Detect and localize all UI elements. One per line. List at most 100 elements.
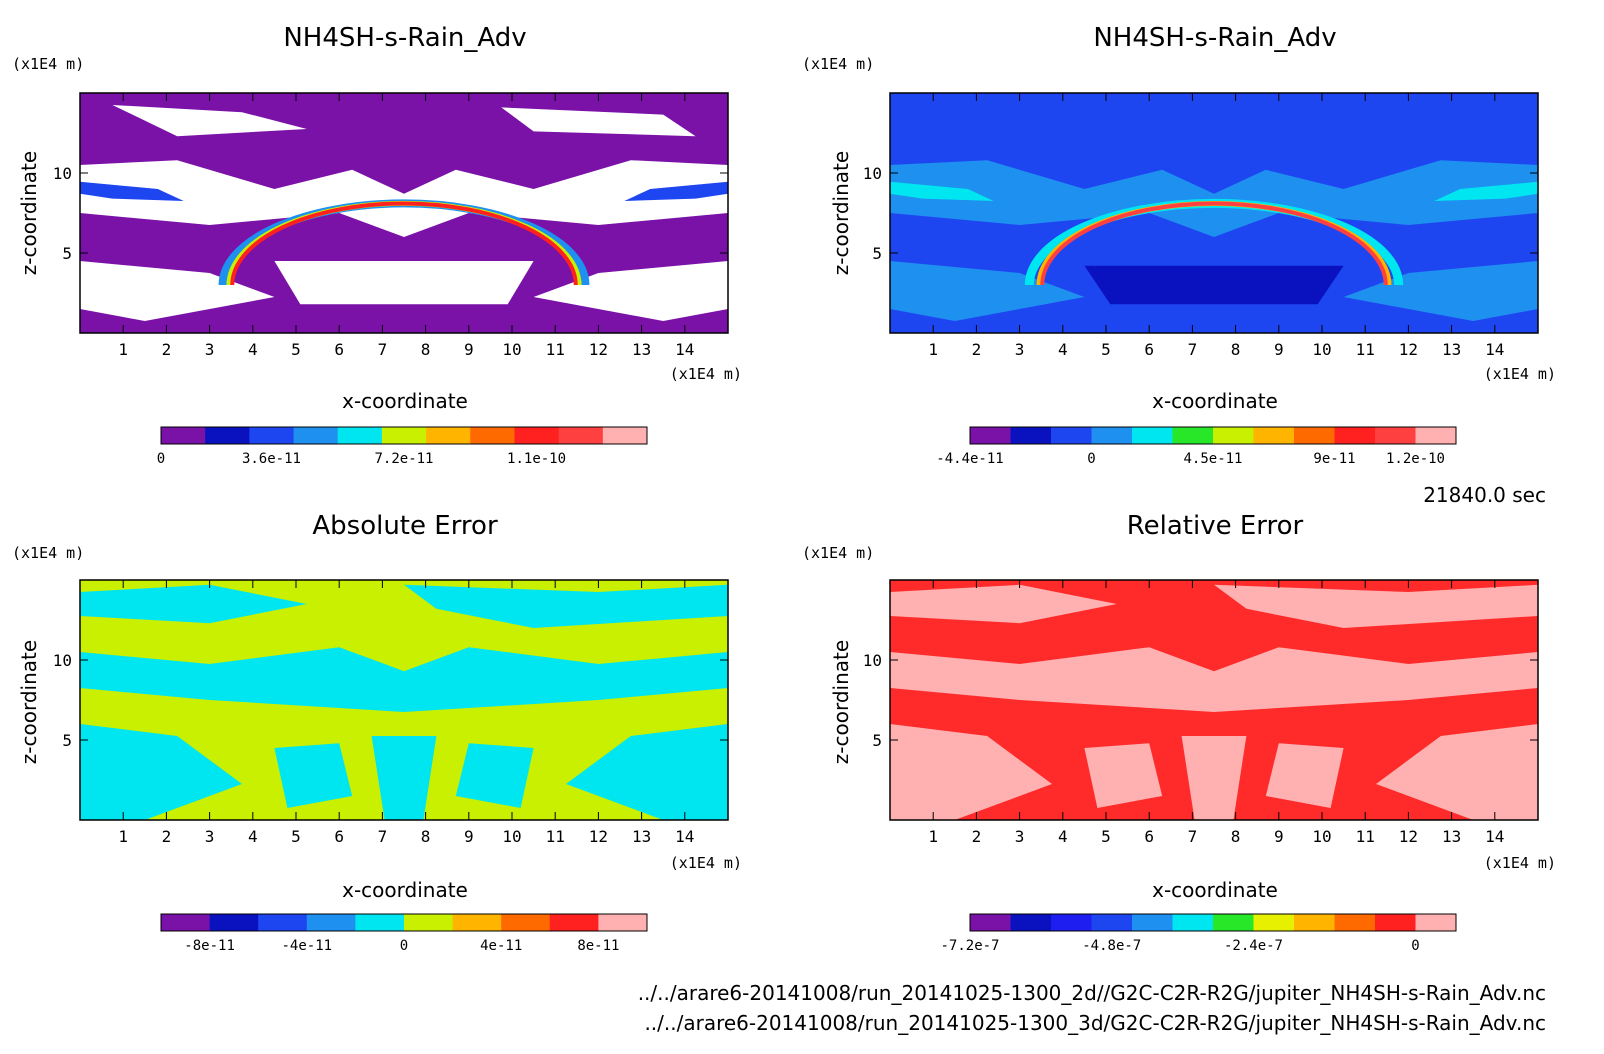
- colorbar-swatch: [1010, 914, 1052, 931]
- field-arc-band: [230, 201, 578, 286]
- x-tick-label: 13: [1442, 827, 1461, 846]
- x-tick-label: 10: [1312, 827, 1331, 846]
- x-tick-label: 12: [1399, 827, 1418, 846]
- x-tick-label: 2: [162, 340, 172, 359]
- z-tick-label: 5: [872, 731, 882, 750]
- x-tick-label: 3: [205, 340, 215, 359]
- panel-3-z-unit: (x1E4 m): [12, 544, 84, 562]
- colorbar-swatch: [470, 427, 515, 444]
- field-region-pink: [890, 584, 1117, 624]
- x-tick-label: 2: [972, 340, 982, 359]
- panel-4-title: Relative Error: [1127, 511, 1304, 541]
- time-label: 21840.0 sec: [1423, 483, 1546, 507]
- panel-1-xlabel: x-coordinate: [342, 389, 468, 413]
- plot-frame: [889, 92, 1539, 334]
- colorbar-swatch: [1051, 914, 1092, 931]
- colorbar-label: 7.2e-11: [374, 451, 433, 467]
- panel-3-ylabel: z-coordinate: [17, 640, 41, 764]
- colorbar-label: 4e-11: [480, 938, 522, 954]
- colorbar-label: -2.4e-7: [1224, 938, 1283, 954]
- x-tick-label: 1: [928, 340, 938, 359]
- panel-4-z-unit: (x1E4 m): [802, 544, 874, 562]
- x-tick-label: 14: [675, 340, 694, 359]
- panel-2-ylabel: z-coordinate: [829, 151, 853, 275]
- z-tick-label: 10: [53, 651, 72, 670]
- colorbar-swatch: [1051, 427, 1092, 444]
- colorbar-swatch: [1132, 427, 1173, 444]
- panel-1: NH4SH-s-Rain_Adv (x1E4 m) 1 2 3 4 5 6 7 8 9 10 11 1…: [12, 23, 742, 467]
- x-tick-label: 14: [1485, 827, 1504, 846]
- colorbar-swatch: [970, 914, 1011, 931]
- field-region-pink: [1181, 736, 1247, 820]
- colorbar-swatch: [337, 427, 383, 444]
- panel-1-z-unit: (x1E4 m): [12, 55, 84, 73]
- field-region-blue: [624, 181, 728, 201]
- colorbar-swatch: [501, 914, 551, 931]
- x-tick-label: 13: [632, 827, 651, 846]
- colorbar-swatch: [598, 914, 648, 931]
- x-tick-label: 6: [1144, 827, 1154, 846]
- x-tick-label: 2: [972, 827, 982, 846]
- x-tick-label: 14: [1485, 340, 1504, 359]
- colorbar-swatch: [1091, 427, 1133, 444]
- field-region-white: [80, 160, 728, 237]
- x-tick-label: 3: [1015, 827, 1025, 846]
- panel-2-xlabel: x-coordinate: [1152, 389, 1278, 413]
- field-arc-band: [1040, 201, 1388, 286]
- x-tick-label: 5: [1101, 340, 1111, 359]
- colorbar-swatch: [1213, 427, 1254, 444]
- x-tick-label: 6: [334, 827, 344, 846]
- field-region-white: [501, 107, 696, 137]
- colorbar-swatch: [161, 427, 206, 444]
- colorbar-swatch: [970, 427, 1011, 444]
- x-tick-label: 1: [118, 827, 128, 846]
- field-region-cyan: [80, 647, 728, 712]
- colorbar-swatch: [1375, 427, 1416, 444]
- colorbar-frame: [969, 426, 1457, 445]
- field-region-white: [533, 261, 728, 321]
- colorbar-frame: [160, 913, 648, 932]
- panel-3: Absolute Error (x1E4 m) 1 2 3 4 5 6 7 8 9 10 11 12 1…: [12, 511, 742, 954]
- x-tick-label: 3: [1015, 340, 1025, 359]
- x-tick-label: 7: [1188, 827, 1198, 846]
- z-tick-label: 5: [872, 244, 882, 263]
- colorbar-swatch: [1172, 914, 1214, 931]
- x-tick-label: 7: [378, 827, 388, 846]
- field-region-blue: [80, 181, 184, 201]
- plot-frame: [889, 579, 1539, 821]
- x-tick-label: 11: [546, 340, 565, 359]
- panel-1-ylabel: z-coordinate: [17, 151, 41, 275]
- panel-1-title: NH4SH-s-Rain_Adv: [283, 23, 526, 53]
- field-region-darkblue: [1084, 265, 1344, 305]
- panel-1-colorbar: 0 3.6e-11 7.2e-11 1.1e-10: [157, 426, 648, 467]
- panel-4: Relative Error (x1E4 m) 1 2 3 4 5 6 7 8 9 10 11 12 1…: [802, 511, 1556, 954]
- field-region-cyan: [455, 743, 534, 808]
- field-region-cyan: [80, 584, 307, 624]
- field-region-pink: [1214, 584, 1538, 628]
- field-region-pink: [1265, 743, 1344, 808]
- colorbar-frame: [969, 913, 1457, 932]
- colorbar-label: 1.2e-10: [1386, 451, 1445, 467]
- field-region-cyan: [274, 743, 353, 808]
- colorbar-swatch: [1253, 427, 1295, 444]
- panel-2: NH4SH-s-Rain_Adv (x1E4 m) 1 2 3 4 5 6 7 8 9 10 11 1…: [802, 23, 1556, 467]
- panel-1-x-unit: (x1E4 m): [670, 365, 742, 383]
- panel-4-ylabel: z-coordinate: [829, 640, 853, 764]
- colorbar-swatch: [1375, 914, 1416, 931]
- z-tick-label: 5: [62, 244, 72, 263]
- colorbar-swatch: [1010, 427, 1052, 444]
- plot-frame: [79, 92, 729, 334]
- field-region-white: [112, 105, 307, 137]
- colorbar-swatch: [1294, 914, 1335, 931]
- field-region-cyan: [890, 181, 994, 201]
- colorbar-label: 9e-11: [1313, 451, 1355, 467]
- colorbar-label: -4e-11: [282, 938, 333, 954]
- x-tick-label: 10: [502, 340, 521, 359]
- colorbar-swatch: [1172, 427, 1214, 444]
- colorbar-label: -8e-11: [184, 938, 235, 954]
- field-region-cyan: [371, 736, 437, 820]
- colorbar-swatch: [1253, 914, 1295, 931]
